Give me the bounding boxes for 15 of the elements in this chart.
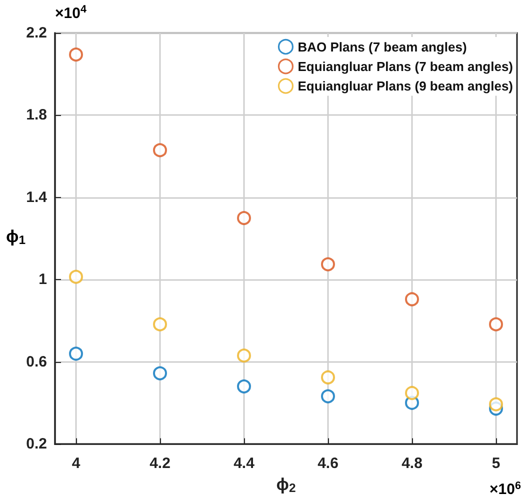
y-tick-label: 1 xyxy=(38,271,47,288)
x-tick-label: 4.6 xyxy=(318,455,338,472)
y-tick-label: 1.4 xyxy=(26,188,48,206)
y-tick-label: 0.6 xyxy=(26,353,47,370)
x-tick-label: 4.8 xyxy=(402,455,422,472)
x-tick-label: 4.2 xyxy=(150,455,170,472)
legend-label: Equiangluar Plans (9 beam angles) xyxy=(298,78,513,94)
y-tick-label: 0.2 xyxy=(26,436,47,453)
legend-label: Equiangluar Plans (7 beam angles) xyxy=(298,58,513,74)
x-tick-label: 4 xyxy=(72,455,81,472)
y-tick-label: 2.2 xyxy=(26,24,47,42)
legend-label: BAO Plans (7 beam angles) xyxy=(298,39,467,54)
y-tick-label: 1.8 xyxy=(26,106,47,124)
x-tick-label: 5 xyxy=(492,455,500,472)
x-tick-label: 4.4 xyxy=(234,455,256,472)
